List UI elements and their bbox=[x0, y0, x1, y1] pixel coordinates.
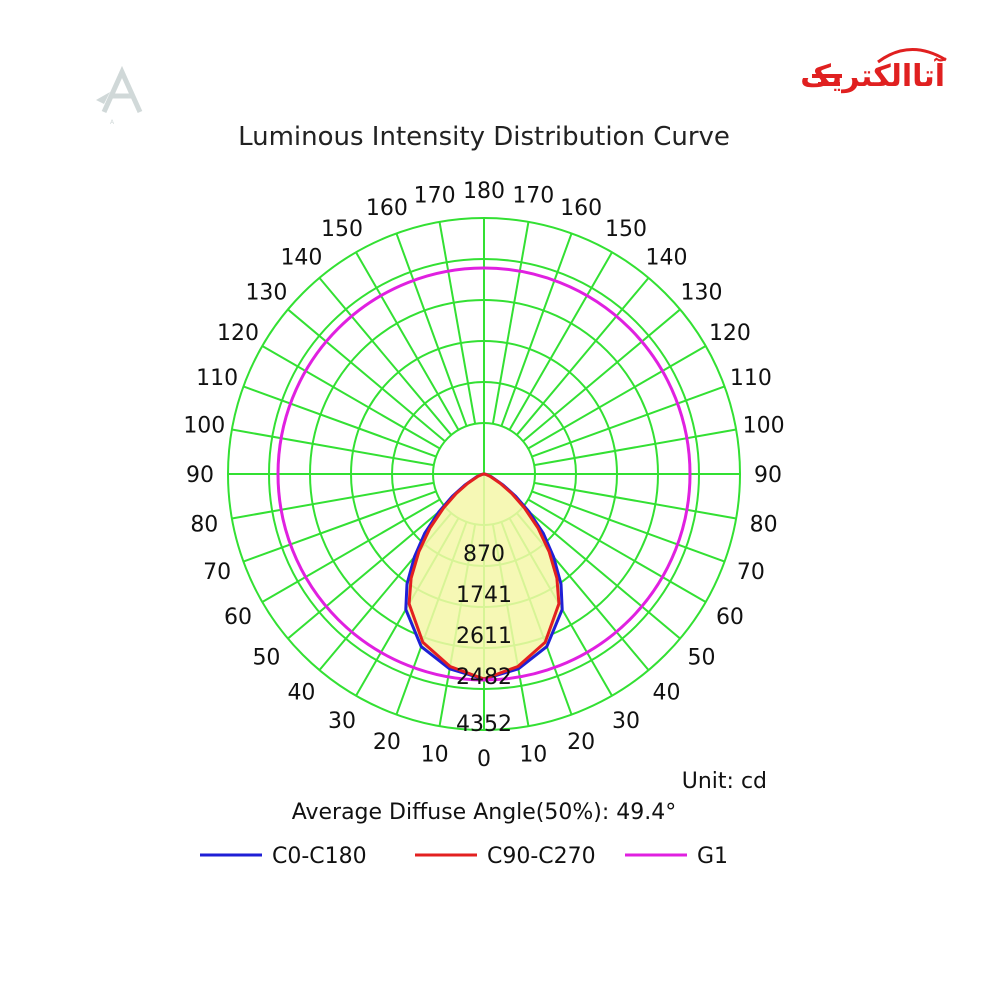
angle-label-left: 30 bbox=[328, 709, 356, 734]
legend-label: G1 bbox=[697, 844, 728, 869]
radial-value-label: 4352 bbox=[456, 712, 512, 737]
angle-label-right: 140 bbox=[646, 245, 688, 270]
angle-label-left: 170 bbox=[414, 183, 456, 208]
legend-label: C90-C270 bbox=[487, 844, 596, 869]
curves bbox=[276, 266, 692, 682]
radial-labels: 870 1741 2611 2482 4352 bbox=[456, 542, 512, 737]
angle-label-right: 70 bbox=[737, 560, 765, 585]
grid-spoke bbox=[531, 490, 725, 563]
angle-label-right: 60 bbox=[716, 605, 744, 630]
grid-spoke bbox=[243, 490, 437, 563]
angle-label-right: 150 bbox=[605, 217, 647, 242]
curve-fill bbox=[405, 474, 563, 679]
angle-label-left: 50 bbox=[252, 646, 280, 671]
diffuse-angle-note: Average Diffuse Angle(50%): 49.4° bbox=[292, 800, 677, 825]
grid-spoke bbox=[287, 506, 446, 640]
angle-label-right: 110 bbox=[730, 366, 772, 391]
angle-label-left: 20 bbox=[373, 730, 401, 755]
legend-item: C90-C270 bbox=[415, 844, 596, 869]
unit-label: Unit: cd bbox=[682, 769, 767, 794]
grid-spoke bbox=[531, 385, 725, 458]
angle-label-right: 160 bbox=[560, 196, 602, 221]
grid-spoke bbox=[318, 277, 452, 436]
watermark-logo: A bbox=[96, 65, 143, 126]
angle-label-left: 70 bbox=[203, 560, 231, 585]
angle-label-left: 120 bbox=[217, 321, 259, 346]
angle-label-left: 10 bbox=[421, 743, 449, 768]
angle-label-left: 0 bbox=[477, 747, 491, 772]
legend: C0-C180 C90-C270 G1 bbox=[200, 844, 728, 869]
angle-label-right: 40 bbox=[653, 681, 681, 706]
grid-spoke bbox=[534, 481, 737, 520]
angle-label-right: 90 bbox=[754, 463, 782, 488]
watermark-logo-text: A bbox=[110, 119, 115, 126]
brand-logo-text: آتاالکتریک bbox=[800, 57, 945, 94]
grid-spoke bbox=[231, 481, 434, 520]
chart-title: Luminous Intensity Distribution Curve bbox=[238, 122, 730, 152]
angle-label-left: 130 bbox=[245, 280, 287, 305]
grid-spoke bbox=[261, 345, 441, 450]
angle-label-right: 120 bbox=[709, 321, 751, 346]
brand-logo: آتاالکتریک bbox=[800, 48, 947, 94]
grid-spoke bbox=[287, 308, 446, 442]
radial-value-label: 2611 bbox=[456, 624, 512, 649]
radial-value-label: 2482 bbox=[456, 665, 512, 690]
grid-spoke bbox=[243, 385, 437, 458]
angle-label-left: 100 bbox=[183, 414, 225, 439]
angle-label-right: 30 bbox=[612, 709, 640, 734]
grid-spoke bbox=[438, 221, 477, 424]
grid-spoke bbox=[508, 251, 613, 431]
grid-spoke bbox=[491, 221, 530, 424]
grid-spoke bbox=[261, 498, 441, 603]
grid-spoke bbox=[355, 251, 460, 431]
angle-label-left: 150 bbox=[321, 217, 363, 242]
grid-spoke bbox=[500, 233, 573, 427]
angle-label-left: 80 bbox=[190, 512, 218, 537]
grid-spoke bbox=[522, 308, 681, 442]
grid-spoke bbox=[527, 498, 707, 603]
angle-label-left: 40 bbox=[287, 681, 315, 706]
grid-spoke bbox=[527, 345, 707, 450]
angle-label-right: 20 bbox=[567, 730, 595, 755]
angle-label-left: 140 bbox=[280, 245, 322, 270]
angle-label-left: 60 bbox=[224, 605, 252, 630]
legend-label: C0-C180 bbox=[272, 844, 367, 869]
angle-label-right: 100 bbox=[743, 414, 785, 439]
angle-label-right: 10 bbox=[519, 743, 547, 768]
angle-label-left: 90 bbox=[186, 463, 214, 488]
series-g1-circle bbox=[276, 266, 692, 682]
legend-item: C0-C180 bbox=[200, 844, 367, 869]
angle-label-right: 130 bbox=[681, 280, 723, 305]
angle-labels: 0102030405060708090100110120130140150160… bbox=[183, 179, 784, 772]
grid-spoke bbox=[516, 277, 650, 436]
angle-label-left: 180 bbox=[463, 179, 505, 204]
angle-label-left: 110 bbox=[196, 366, 238, 391]
angle-label-right: 170 bbox=[512, 183, 554, 208]
angle-label-right: 80 bbox=[750, 512, 778, 537]
angle-label-left: 160 bbox=[366, 196, 408, 221]
radial-value-label: 1741 bbox=[456, 583, 512, 608]
grid-spoke bbox=[534, 428, 737, 467]
radial-value-label: 870 bbox=[463, 542, 505, 567]
grid-spoke bbox=[231, 428, 434, 467]
angle-label-right: 50 bbox=[688, 646, 716, 671]
grid-spoke bbox=[522, 506, 681, 640]
legend-item: G1 bbox=[625, 844, 728, 869]
grid-spoke bbox=[395, 233, 468, 427]
